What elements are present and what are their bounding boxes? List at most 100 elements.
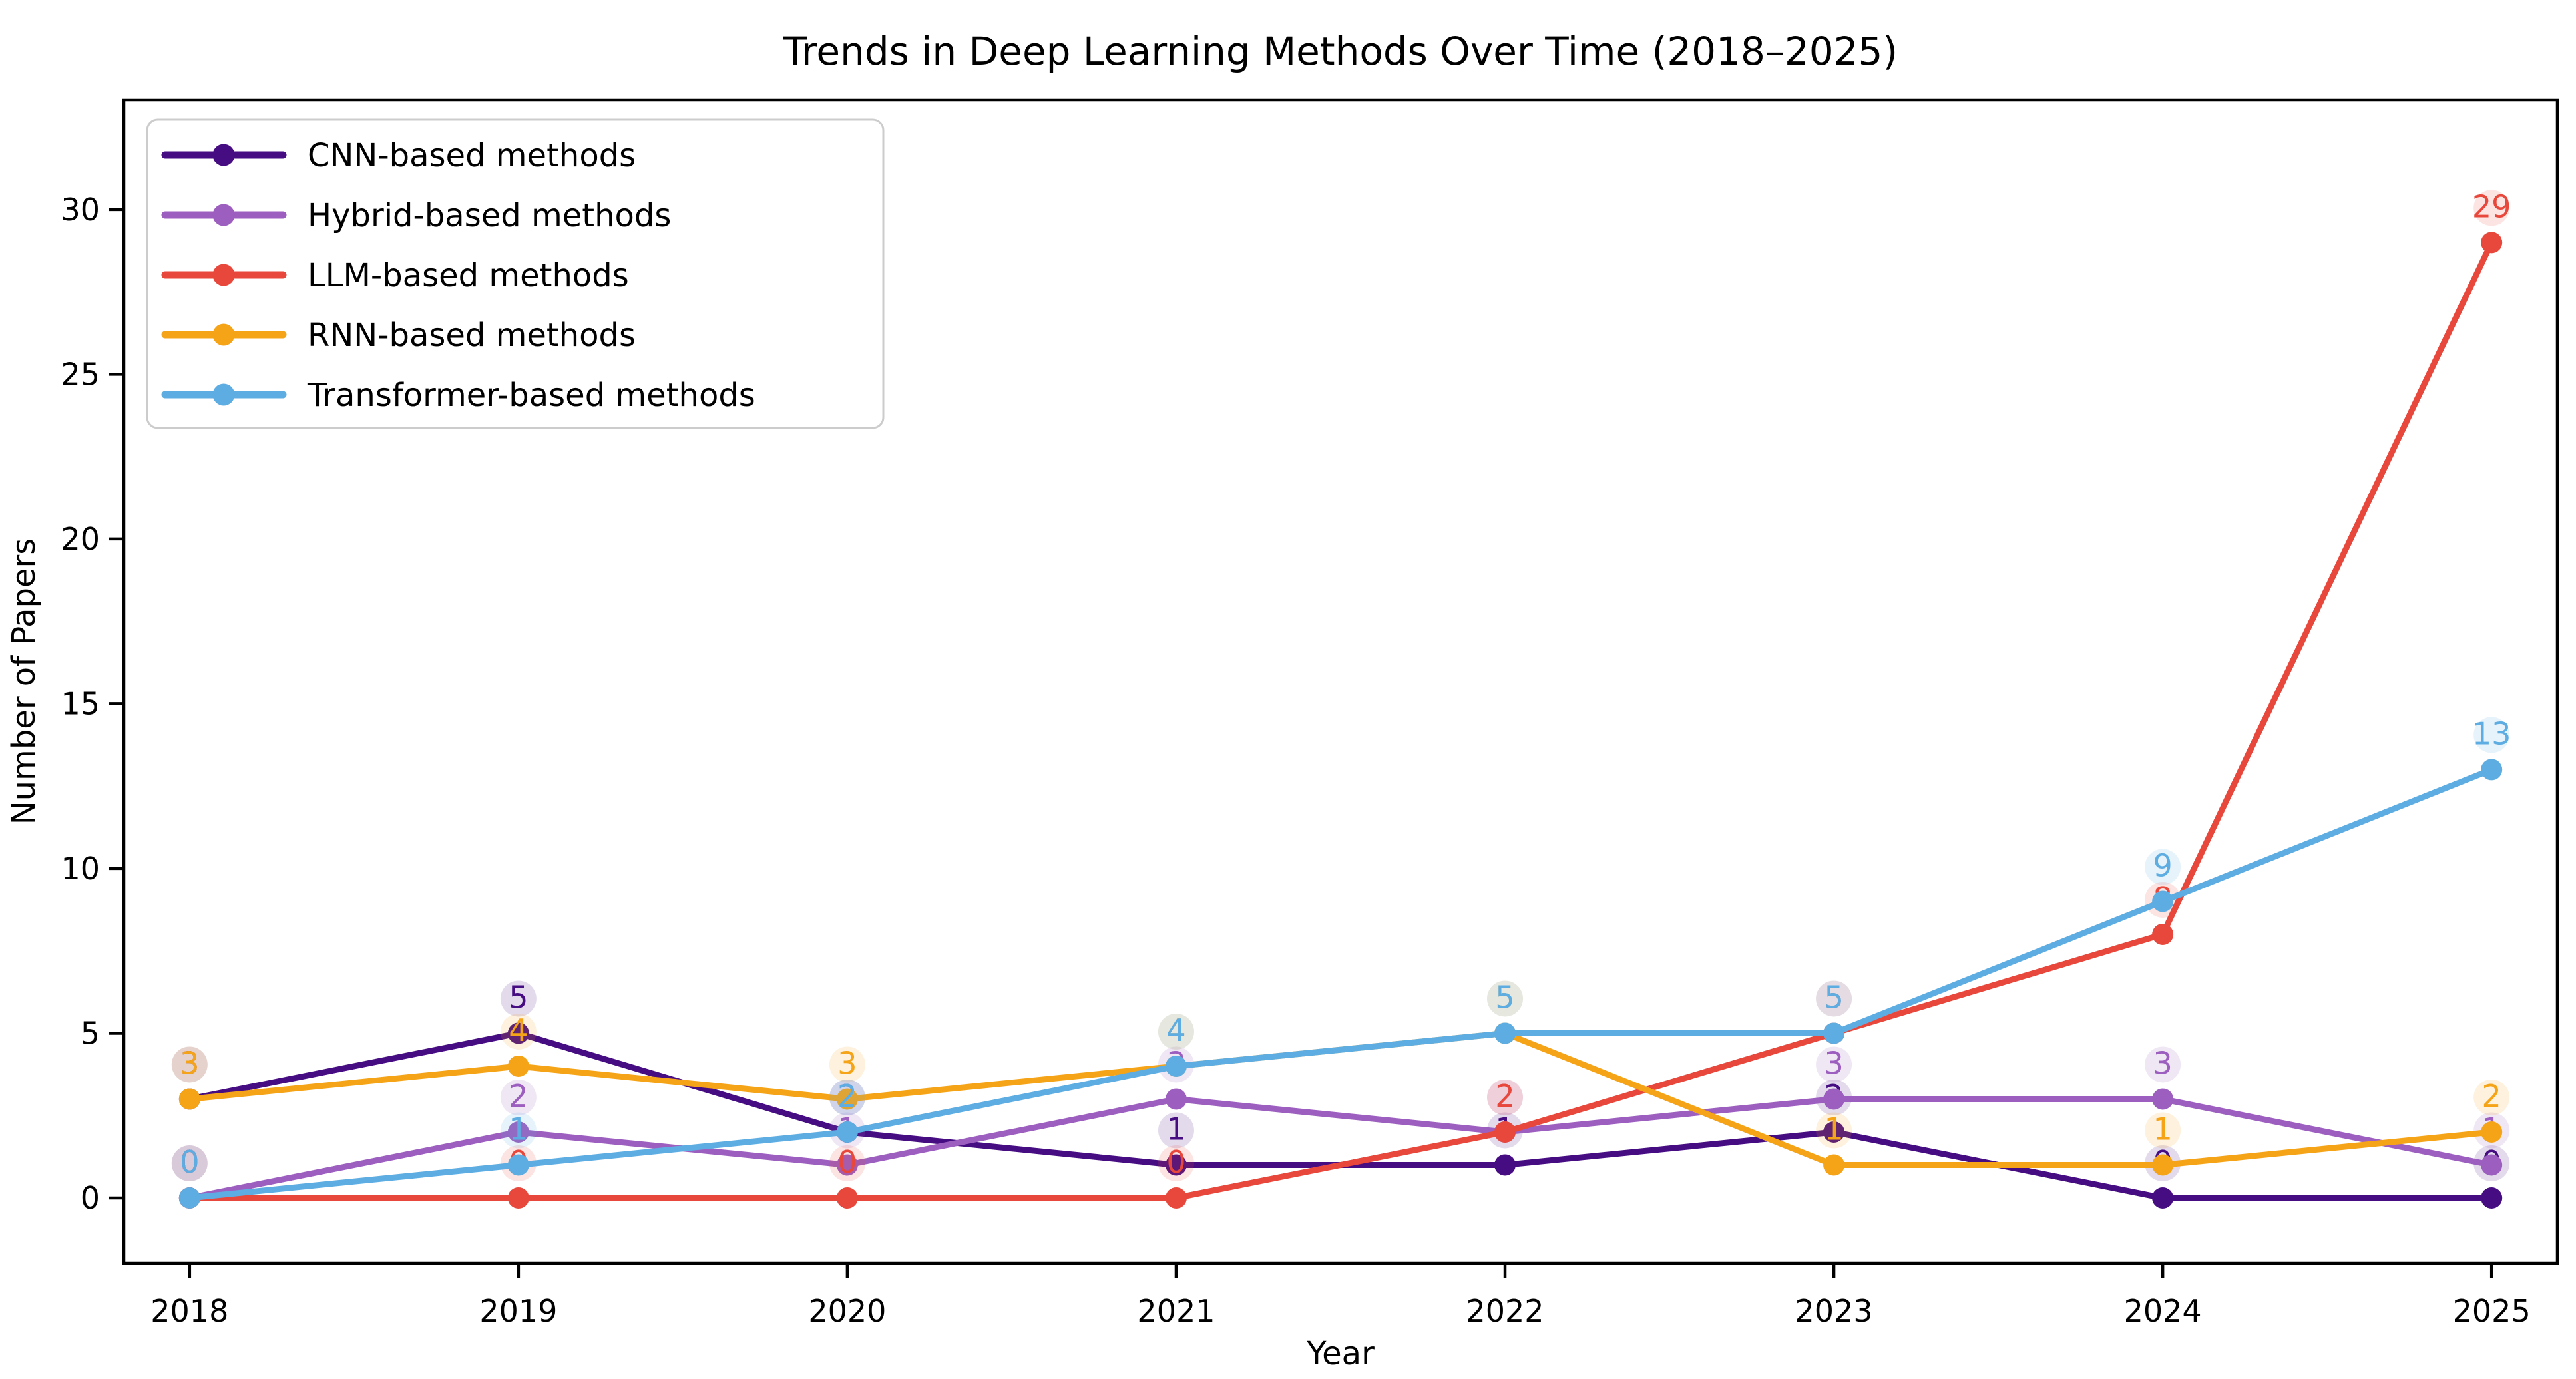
legend-item-cnn-based-methods: CNN-based methods bbox=[161, 137, 636, 174]
data-point-label: 4 bbox=[1166, 1012, 1185, 1048]
data-point bbox=[836, 1187, 858, 1209]
data-point bbox=[1494, 1121, 1516, 1143]
legend-box bbox=[146, 118, 885, 429]
data-point bbox=[507, 1022, 529, 1044]
data-point-label-halo bbox=[1816, 1046, 1852, 1083]
x-tick-label: 2021 bbox=[1137, 1293, 1215, 1329]
legend-swatch-marker bbox=[212, 144, 235, 166]
y-tick-label: 5 bbox=[81, 1015, 100, 1051]
x-tick-label: 2024 bbox=[2124, 1293, 2202, 1329]
data-point-label: 2 bbox=[509, 1078, 528, 1114]
data-point-label-halo bbox=[2145, 849, 2181, 885]
data-point-label: 9 bbox=[2153, 847, 2172, 883]
data-point-label-halo bbox=[171, 1145, 208, 1181]
chart-title: Trends in Deep Learning Methods Over Tim… bbox=[783, 29, 1898, 74]
data-point-label-halo bbox=[1487, 1079, 1524, 1115]
data-point-label: 5 bbox=[1824, 979, 1843, 1015]
data-point bbox=[2152, 890, 2174, 912]
data-point bbox=[507, 1055, 529, 1077]
data-point bbox=[1494, 1022, 1516, 1044]
legend-swatch-marker bbox=[212, 383, 235, 406]
data-point-label: 2 bbox=[837, 1078, 857, 1114]
data-point-label: 3 bbox=[2153, 1045, 2172, 1081]
legend-swatch-marker bbox=[212, 264, 235, 286]
x-tick-label: 2018 bbox=[150, 1293, 228, 1329]
data-point bbox=[1823, 1088, 1845, 1110]
y-tick-label: 25 bbox=[61, 356, 100, 392]
data-point bbox=[1165, 1154, 1187, 1176]
data-point-label: 2 bbox=[1495, 1078, 1514, 1114]
data-point-label-halo bbox=[1158, 1013, 1194, 1050]
data-point-label: 29 bbox=[2472, 188, 2511, 224]
series-line-llm-based-methods bbox=[186, 239, 2495, 1201]
data-point-label: 3 bbox=[180, 1045, 199, 1081]
y-tick-label: 10 bbox=[61, 851, 100, 886]
data-point bbox=[2152, 1154, 2174, 1176]
data-point-label-halo bbox=[1816, 980, 1852, 1017]
data-point-label: 5 bbox=[1824, 979, 1843, 1015]
data-point bbox=[836, 1154, 858, 1176]
legend-item-hybrid-based-methods: Hybrid-based methods bbox=[161, 197, 671, 234]
data-point-label-halo bbox=[2473, 190, 2510, 226]
data-point-label: 1 bbox=[509, 1111, 528, 1147]
data-point bbox=[1823, 1121, 1845, 1143]
data-point-label-halo bbox=[1158, 1112, 1194, 1149]
data-point-label-halo bbox=[1158, 1145, 1194, 1181]
data-point-label: 1 bbox=[1824, 1111, 1843, 1147]
data-point bbox=[1823, 1022, 1845, 1044]
data-point-label: 2 bbox=[1495, 1078, 1514, 1114]
data-point bbox=[836, 1121, 858, 1143]
data-point-label-halo bbox=[2473, 1079, 2510, 1115]
data-point bbox=[1165, 1088, 1187, 1110]
data-point-label: 0 bbox=[180, 1144, 199, 1180]
data-point bbox=[2481, 1154, 2503, 1176]
data-point-label: 3 bbox=[837, 1045, 857, 1081]
legend-item-label: LLM-based methods bbox=[308, 257, 629, 294]
data-point-label-halo bbox=[171, 1145, 208, 1181]
data-point bbox=[836, 1088, 858, 1110]
data-point-label-halo bbox=[1487, 980, 1524, 1017]
data-point bbox=[507, 1121, 529, 1143]
data-point bbox=[507, 1187, 529, 1209]
legend: CNN-based methods Hybrid-based methods LLM… bbox=[146, 118, 885, 429]
data-point-label-halo bbox=[500, 1079, 537, 1115]
data-point-label-halo bbox=[171, 1046, 208, 1083]
axes-frame bbox=[122, 98, 2559, 1265]
x-tick-label: 2025 bbox=[2453, 1293, 2531, 1329]
data-point-label-halo bbox=[1816, 980, 1852, 1017]
series-line-hybrid-based-methods bbox=[186, 1095, 2495, 1201]
data-point-label: 5 bbox=[1495, 979, 1514, 1015]
data-point-label-halo bbox=[1487, 1079, 1524, 1115]
y-tick-label: 20 bbox=[61, 521, 100, 557]
legend-item-label: Transformer-based methods bbox=[307, 377, 755, 414]
x-tick-label: 2023 bbox=[1795, 1293, 1873, 1329]
data-point bbox=[178, 1088, 200, 1110]
data-point-label-halo bbox=[1158, 1013, 1194, 1050]
data-point bbox=[2481, 232, 2503, 254]
data-point-label: 1 bbox=[1166, 1111, 1185, 1147]
data-point-label-halo bbox=[2145, 1112, 2181, 1149]
data-point-label: 4 bbox=[509, 1012, 528, 1048]
data-point bbox=[2152, 1187, 2174, 1209]
data-point bbox=[1494, 1154, 1516, 1176]
data-point-label-halo bbox=[2473, 717, 2510, 753]
data-point bbox=[2481, 759, 2503, 781]
legend-item-rnn-based-methods: RNN-based methods bbox=[161, 317, 636, 354]
data-point-label-halo bbox=[1487, 980, 1524, 1017]
data-point-label: 2 bbox=[2482, 1078, 2501, 1114]
data-point-label: 0 bbox=[1166, 1144, 1185, 1180]
data-point-label-halo bbox=[500, 1013, 537, 1050]
x-tick-label: 2022 bbox=[1466, 1293, 1544, 1329]
data-point-label-halo bbox=[171, 1046, 208, 1083]
data-point-label: 3 bbox=[1824, 1045, 1843, 1081]
data-point bbox=[2481, 1121, 2503, 1143]
data-point-label-halo bbox=[829, 1046, 865, 1083]
x-tick-label: 2020 bbox=[808, 1293, 886, 1329]
y-tick-label: 30 bbox=[61, 192, 100, 228]
legend-swatch-marker bbox=[212, 204, 235, 226]
y-tick-label: 15 bbox=[61, 686, 100, 721]
data-point-label-halo bbox=[829, 1145, 865, 1181]
legend-item-label: CNN-based methods bbox=[308, 137, 636, 174]
